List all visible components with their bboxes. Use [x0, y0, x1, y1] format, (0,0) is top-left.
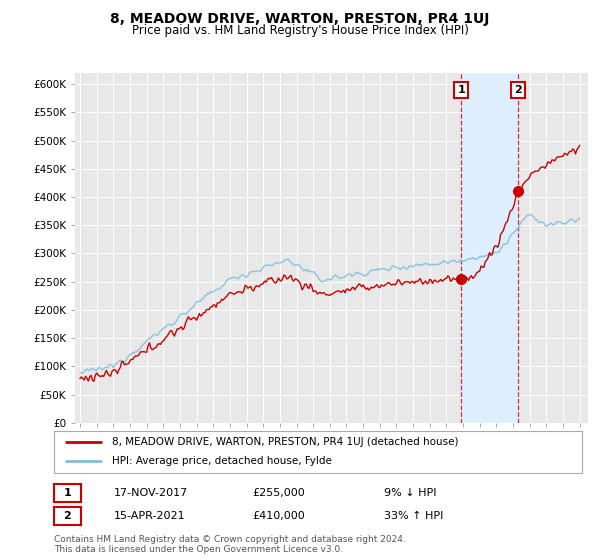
- Text: £410,000: £410,000: [252, 511, 305, 521]
- Text: Price paid vs. HM Land Registry's House Price Index (HPI): Price paid vs. HM Land Registry's House …: [131, 24, 469, 37]
- Text: 33% ↑ HPI: 33% ↑ HPI: [384, 511, 443, 521]
- Text: 8, MEADOW DRIVE, WARTON, PRESTON, PR4 1UJ (detached house): 8, MEADOW DRIVE, WARTON, PRESTON, PR4 1U…: [112, 437, 458, 447]
- Text: 17-NOV-2017: 17-NOV-2017: [114, 488, 188, 498]
- Text: 2: 2: [64, 511, 71, 521]
- Text: Contains HM Land Registry data © Crown copyright and database right 2024.
This d: Contains HM Land Registry data © Crown c…: [54, 535, 406, 554]
- Text: HPI: Average price, detached house, Fylde: HPI: Average price, detached house, Fyld…: [112, 456, 332, 466]
- Bar: [461, 73, 518, 423]
- Text: 1: 1: [64, 488, 71, 498]
- Text: 8, MEADOW DRIVE, WARTON, PRESTON, PR4 1UJ: 8, MEADOW DRIVE, WARTON, PRESTON, PR4 1U…: [110, 12, 490, 26]
- Text: £255,000: £255,000: [252, 488, 305, 498]
- Text: 15-APR-2021: 15-APR-2021: [114, 511, 185, 521]
- Text: 1: 1: [457, 85, 465, 95]
- Text: 9% ↓ HPI: 9% ↓ HPI: [384, 488, 437, 498]
- Text: 2: 2: [514, 85, 522, 95]
